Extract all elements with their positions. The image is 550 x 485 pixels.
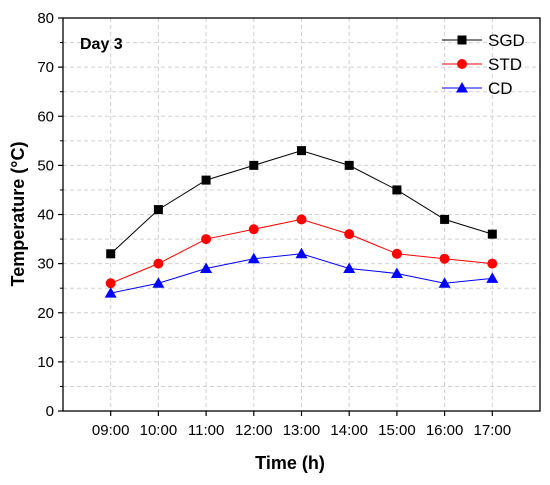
y-tick-label: 20 — [37, 305, 54, 322]
y-tick-label: 80 — [37, 10, 54, 27]
legend-label-sgd: SGD — [488, 31, 525, 50]
x-tick-label: 14:00 — [330, 422, 368, 439]
data-point-cd — [152, 277, 165, 288]
data-point-sgd — [153, 205, 163, 215]
data-point-cd — [200, 262, 213, 274]
legend-item-std: STD — [442, 55, 522, 74]
data-point-cd — [247, 252, 260, 264]
data-point-cd — [104, 287, 117, 298]
axes-layer: 0 10 20 30 40 50 60 70 80 09:00 10:00 11:00 12:00 13:… — [37, 10, 541, 439]
legend-item-cd: CD — [442, 79, 513, 98]
y-tick-label: 60 — [37, 108, 54, 125]
y-tick-label: 50 — [37, 157, 54, 174]
series-cd — [104, 247, 499, 298]
data-point-std — [153, 258, 164, 269]
legend-label-cd: CD — [488, 79, 513, 98]
x-tick-label: 16:00 — [426, 422, 464, 439]
y-tick-label: 30 — [37, 256, 54, 273]
series-layer — [104, 146, 499, 298]
x-tick-label: 09:00 — [92, 422, 130, 439]
y-tick-label: 0 — [46, 403, 54, 420]
y-tick-label: 40 — [37, 207, 54, 224]
data-point-std — [248, 224, 259, 235]
data-point-sgd — [487, 229, 497, 239]
data-point-cd — [486, 272, 499, 283]
data-point-sgd — [106, 249, 116, 259]
data-point-sgd — [392, 185, 402, 195]
x-tick-label: 15:00 — [378, 422, 416, 439]
data-point-std — [344, 229, 355, 240]
x-tick-label: 12:00 — [235, 422, 273, 439]
y-axis-title: Temperature (°C) — [8, 142, 28, 287]
legend-marker-cd — [456, 82, 468, 93]
legend-marker-sgd — [457, 35, 467, 45]
text-layer: Day 3 Time (h) Temperature (°C) — [8, 36, 325, 473]
x-tick-label: 10:00 — [140, 422, 178, 439]
data-point-sgd — [249, 160, 259, 170]
legend-item-sgd: SGD — [442, 31, 525, 50]
series-std — [105, 214, 498, 289]
x-axis-title: Time (h) — [255, 453, 325, 473]
data-point-cd — [343, 262, 356, 274]
data-point-std — [201, 234, 212, 245]
data-point-std — [105, 278, 116, 289]
data-point-cd — [295, 247, 308, 259]
day-annotation: Day 3 — [80, 36, 123, 53]
data-point-std — [439, 253, 450, 264]
legend-label-std: STD — [488, 55, 522, 74]
legend: SGD STD CD — [442, 31, 525, 98]
legend-marker-std — [457, 59, 467, 69]
y-tick-label: 10 — [37, 354, 54, 371]
x-tick-label: 17:00 — [474, 422, 512, 439]
data-point-sgd — [201, 175, 211, 185]
data-point-cd — [438, 277, 451, 288]
data-point-std — [296, 214, 307, 225]
x-tick-label: 11:00 — [188, 422, 224, 439]
x-tick-label: 13:00 — [283, 422, 321, 439]
series-sgd — [106, 146, 497, 259]
data-point-sgd — [440, 214, 450, 224]
data-point-sgd — [344, 160, 354, 170]
data-point-std — [487, 258, 498, 269]
data-point-cd — [390, 267, 403, 278]
y-tick-label: 70 — [37, 59, 54, 76]
data-point-sgd — [297, 146, 306, 156]
data-point-std — [391, 248, 402, 259]
